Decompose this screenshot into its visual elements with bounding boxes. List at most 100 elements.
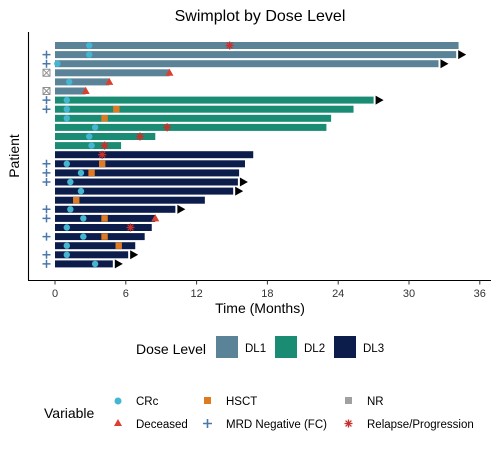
relapse-marker: [100, 141, 109, 150]
patient-bar: [55, 87, 86, 95]
crc-marker: [67, 206, 74, 213]
crc-marker: [91, 124, 99, 131]
legend-item-deceased: Deceased: [114, 419, 188, 431]
ongoing-arrow-icon: [114, 259, 123, 269]
patient-bar: [55, 160, 245, 168]
ongoing-arrow-icon: [458, 50, 467, 60]
deceased-marker: [105, 77, 114, 85]
dose-legend-dl3: DL3: [334, 336, 384, 358]
patient-bar: [55, 60, 439, 68]
legend-label-mrd: MRD Negative (FC): [226, 419, 327, 431]
crc-marker: [54, 60, 61, 67]
patient-bar: [55, 205, 176, 213]
crc-marker: [86, 133, 93, 140]
crc-marker: [80, 215, 87, 222]
x-tick-label: 6: [123, 288, 129, 300]
relapse-asterisk-icon: [344, 419, 353, 428]
nr-marker: [42, 68, 51, 77]
patient-bar: [55, 142, 122, 150]
crc-marker: [86, 51, 93, 58]
patient-bar: [55, 51, 457, 59]
x-tick-label: 12: [190, 288, 202, 300]
nr-marker-icon: [345, 397, 352, 404]
ongoing-arrow-icon: [177, 204, 186, 214]
legend-label-nr: NR: [367, 396, 384, 408]
mrd-negative-marker: [42, 232, 51, 241]
hsct-marker: [101, 215, 108, 222]
bars-layer: [55, 42, 459, 268]
ongoing-arrow-icon: [440, 59, 449, 69]
crc-marker: [67, 178, 74, 186]
x-tick-label: 36: [474, 288, 486, 300]
mrd-negative-marker: [42, 259, 51, 268]
ongoing-arrow-icon: [235, 186, 244, 196]
patient-bar: [55, 233, 145, 241]
legend-label-hsct: HSCT: [226, 396, 257, 408]
variable-legend-title: Variable: [44, 405, 95, 421]
mrd-negative-marker: [42, 59, 51, 68]
ongoing-arrow-icon: [130, 250, 139, 260]
dose-legend-swatch-dl3: [334, 336, 356, 358]
mrd-negative-marker: [42, 178, 51, 186]
crc-marker-icon: [114, 397, 122, 405]
legend-label-crc: CRc: [136, 396, 159, 408]
crc-marker: [63, 242, 70, 249]
patient-bar: [55, 105, 354, 113]
dose-legend-dl1: DL1: [216, 336, 266, 358]
crc-marker: [88, 142, 95, 149]
mrd-negative-marker: [42, 205, 51, 214]
markers-layer: [42, 41, 467, 269]
crc-marker: [63, 115, 70, 122]
legend-label-deceased: Deceased: [136, 419, 188, 431]
y-axis-title: Patient: [6, 134, 22, 178]
variable-legend: Variable CRc Deceased HSCT MRD Negative …: [44, 396, 474, 431]
mrd-negative-marker: [42, 50, 51, 59]
legend-label-relapse: Relapse/Progression: [367, 419, 474, 431]
hsct-marker: [73, 197, 80, 204]
dose-legend-label-dl1: DL1: [245, 343, 266, 355]
patient-bar: [55, 123, 327, 131]
legend-item-hsct: HSCT: [204, 396, 257, 408]
patient-bar: [55, 169, 240, 177]
x-tick-label: 18: [261, 288, 273, 300]
hsct-marker: [115, 242, 122, 249]
deceased-marker: [81, 86, 90, 94]
deceased-marker: [151, 214, 160, 222]
relapse-marker: [126, 223, 135, 232]
crc-marker: [80, 233, 87, 240]
hsct-marker-icon: [204, 397, 211, 404]
dose-legend-label-dl2: DL2: [304, 343, 325, 355]
crc-marker: [77, 187, 85, 195]
mrd-negative-marker: [42, 250, 51, 259]
hsct-marker: [88, 169, 95, 177]
x-tick-label: 24: [332, 288, 344, 300]
legend-item-nr: NR: [345, 396, 384, 408]
patient-bar: [55, 242, 136, 250]
relapse-marker: [135, 132, 144, 141]
dose-legend-label-dl3: DL3: [363, 343, 384, 355]
patient-bar: [55, 224, 152, 231]
patient-bar: [55, 178, 238, 186]
patient-bar: [55, 260, 113, 268]
hsct-marker: [101, 233, 108, 240]
crc-marker: [86, 42, 93, 49]
mrd-negative-marker: [42, 105, 51, 114]
hsct-marker: [113, 106, 120, 113]
relapse-marker: [163, 123, 172, 132]
crc-marker: [63, 106, 70, 113]
patient-bar: [55, 96, 374, 104]
chart-title: Swimplot by Dose Level: [175, 8, 346, 25]
nr-marker: [42, 87, 51, 95]
legend-item-relapse: Relapse/Progression: [344, 419, 474, 431]
dose-legend-swatch-dl2: [275, 336, 297, 358]
x-tick-label: 0: [52, 288, 58, 300]
deceased-marker: [165, 68, 174, 76]
x-axis-ticks: 0 6 12 18 24 30 36: [52, 280, 486, 300]
x-tick-label: 30: [403, 288, 415, 300]
ongoing-arrow-icon: [375, 95, 384, 105]
hsct-marker: [99, 160, 106, 167]
dose-legend-title: Dose Level: [136, 341, 206, 357]
dose-legend-dl2: DL2: [275, 336, 325, 358]
patient-bar: [55, 133, 156, 140]
